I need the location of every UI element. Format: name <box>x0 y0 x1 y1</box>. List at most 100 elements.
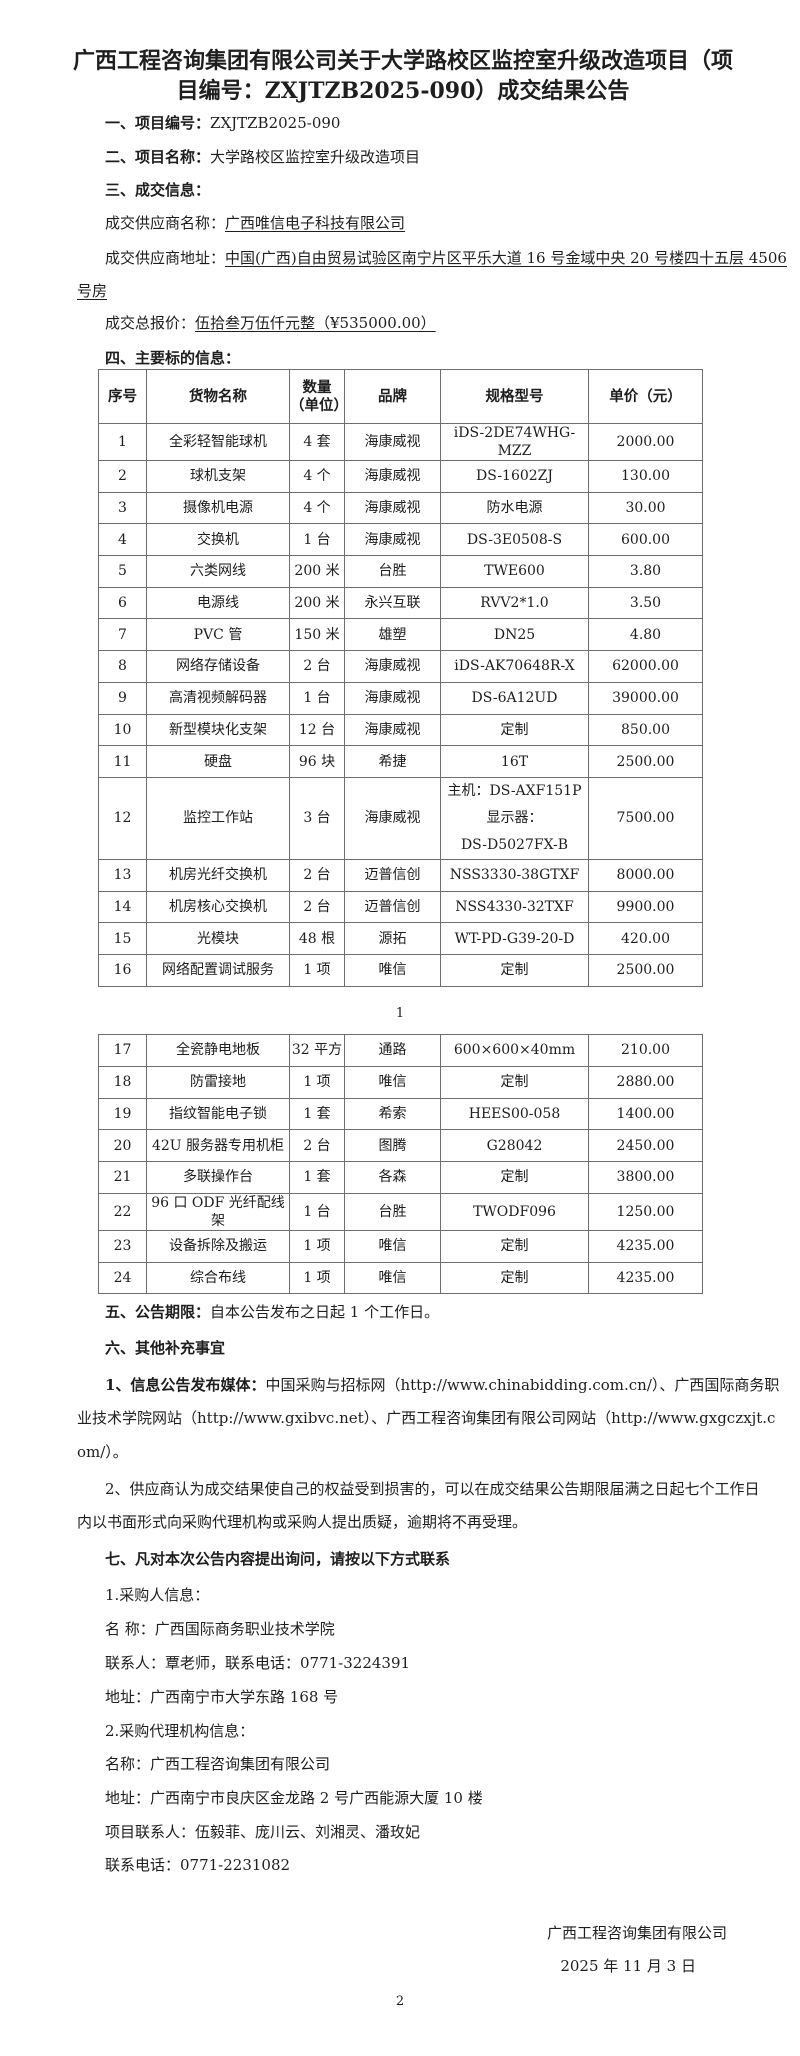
cell-brand: 海康威视 <box>344 776 441 860</box>
cell-no: 16 <box>98 953 147 987</box>
agency-name: 名称：广西工程咨询集团有限公司 <box>105 1755 331 1773</box>
cell-spec: iDS-2DE74WHG-MZZ <box>440 423 589 461</box>
label: 一、项目编号： <box>105 114 211 132</box>
table-row: 16 网络配置调试服务 1 项唯信 定制 2500.00 <box>98 953 703 987</box>
cell-spec: HEES00-058 <box>440 1097 589 1131</box>
cell-no: 21 <box>98 1161 147 1194</box>
spec-line: 主机：DS-AXF151P <box>447 782 582 799</box>
header-price: 单价（元） <box>588 369 703 424</box>
cell-no: 17 <box>98 1034 147 1067</box>
table-row: 9 高清视频解码器 1 台海康威视 DS-6A12UD 39000.00 <box>98 681 703 715</box>
cell-no: 15 <box>98 922 147 955</box>
complaint-line1: 2、供应商认为成交结果使自己的权益受到损害的，可以在成交结果公告期限届满之日起七… <box>105 1480 760 1498</box>
media-line1: 1、信息公告发布媒体：中国采购与招标网（http://www.chinabidd… <box>105 1375 779 1395</box>
cell-name: PVC 管 <box>146 618 290 652</box>
project-number: 一、项目编号：ZXJTZB2025-090 <box>105 113 340 133</box>
table-row: 6 电源线 200 米永兴互联 RVV2*1.0 3.50 <box>98 586 703 620</box>
cell-name: 高清视频解码器 <box>146 681 290 715</box>
cell-brand: 雄塑 <box>344 618 441 652</box>
cell-qty: 1 项 <box>289 953 345 987</box>
header-brand: 品牌 <box>344 369 441 424</box>
signature-date: 2025 年 11 月 3 日 <box>560 1957 696 1975</box>
cell-name: 交换机 <box>146 523 290 557</box>
cell-price: 2500.00 <box>588 745 703 778</box>
cell-name: 球机支架 <box>146 460 290 493</box>
cell-no: 11 <box>98 745 147 778</box>
agency-phone: 联系电话：0771-2231082 <box>105 1856 291 1874</box>
cell-spec: WT-PD-G39-20-D <box>440 922 589 955</box>
cell-name: 新型模块化支架 <box>146 713 290 747</box>
label: 成交总报价： <box>105 314 196 332</box>
page-title: 广西工程咨询集团有限公司关于大学路校区监控室升级改造项目（项目编号：ZXJTZB… <box>72 48 733 104</box>
header-name: 货物名称 <box>146 369 290 424</box>
cell-price: 600.00 <box>588 523 703 557</box>
label: 成交供应商名称： <box>105 214 226 232</box>
cell-no: 22 <box>98 1192 147 1231</box>
total-price: 成交总报价：伍拾叁万伍仟元整（¥535000.00） <box>105 313 436 333</box>
table-row: 10 新型模块化支架 12 台海康威视 定制 850.00 <box>98 713 703 747</box>
value: 中国(广西)自由贸易试验区南宁片区平乐大道 16 号金域中央 20 号楼四十五层… <box>225 249 787 267</box>
cell-price: 130.00 <box>588 460 703 493</box>
cell-spec: NSS4330-32TXF <box>440 890 589 924</box>
cell-spec: NSS3330-38GTXF <box>440 858 589 892</box>
cell-price: 1250.00 <box>588 1192 703 1231</box>
cell-price: 2450.00 <box>588 1129 703 1162</box>
cell-qty: 2 台 <box>289 858 345 892</box>
table-row: 5 六类网线 200 米台胜 TWE600 3.80 <box>98 555 703 588</box>
table-row: 8 网络存储设备 2 台海康威视 iDS-AK70648R-X 62000.00 <box>98 650 703 683</box>
spec-line: 显示器： <box>486 809 543 826</box>
cell-name: 电源线 <box>146 586 290 620</box>
table-row: 12 监控工作站 3 台海康威视 主机：DS-AXF151P 显示器： DS-D5027F… <box>98 776 703 860</box>
value: 伍拾叁万伍仟元整（¥535000.00） <box>195 314 436 332</box>
cell-brand: 唯信 <box>344 1261 441 1295</box>
buyer-name: 名 称：广西国际商务职业技术学院 <box>105 1620 335 1638</box>
cell-spec: 定制 <box>440 713 589 747</box>
table-row: 7 PVC 管 150 米雄塑 DN25 4.80 <box>98 618 703 652</box>
cell-no: 5 <box>98 555 147 588</box>
project-name: 二、项目名称：大学路校区监控室升级改造项目 <box>105 147 420 167</box>
cell-no: 2 <box>98 460 147 493</box>
cell-qty: 150 米 <box>289 618 345 652</box>
cell-price: 30.00 <box>588 491 703 525</box>
cell-brand: 通路 <box>344 1034 441 1067</box>
cell-name: 网络存储设备 <box>146 650 290 683</box>
cell-spec: DS-6A12UD <box>440 681 589 715</box>
cell-price: 2000.00 <box>588 423 703 461</box>
value: ZXJTZB2025-090 <box>210 114 341 132</box>
cell-name: 全瓷静电地板 <box>146 1034 290 1067</box>
cell-name: 网络配置调试服务 <box>146 953 290 987</box>
cell-name: 全彩轻智能球机 <box>146 423 290 461</box>
cell-qty: 200 米 <box>289 555 345 588</box>
table-row: 2 球机支架 4 个海康威视 DS-1602ZJ 130.00 <box>98 460 703 493</box>
cell-qty: 3 台 <box>289 776 345 860</box>
cell-name: 光模块 <box>146 922 290 955</box>
cell-price: 850.00 <box>588 713 703 747</box>
table-row: 20 42U 服务器专用机柜 2 台图腾 G28042 2450.00 <box>98 1129 703 1162</box>
table-row: 21 多联操作台 1 套各森 定制 3800.00 <box>98 1161 703 1194</box>
cell-qty: 4 套 <box>289 423 345 461</box>
buyer-contact: 联系人：覃老师，联系电话：0771-3224391 <box>105 1654 411 1672</box>
label: 五、公告期限： <box>105 1303 211 1321</box>
cell-price: 3.80 <box>588 555 703 588</box>
table-row: 11 硬盘 96 块希捷 16T 2500.00 <box>98 745 703 778</box>
cell-qty: 1 台 <box>289 681 345 715</box>
cell-spec: 16T <box>440 745 589 778</box>
cell-name: 96 口 ODF 光纤配线架 <box>146 1192 290 1231</box>
media-line2: 业技术学院网站（http://www.gxibvc.net）、广西工程咨询集团有… <box>77 1409 776 1427</box>
cell-brand: 图腾 <box>344 1129 441 1162</box>
table-row: 13 机房光纤交换机 2 台迈普信创 NSS3330-38GTXF 8000.00 <box>98 858 703 892</box>
section-other: 六、其他补充事宜 <box>105 1339 226 1357</box>
cell-price: 3800.00 <box>588 1161 703 1194</box>
table-row: 22 96 口 ODF 光纤配线架 1 台台胜 TWODF096 1250.00 <box>98 1192 703 1231</box>
cell-brand: 台胜 <box>344 1192 441 1231</box>
cell-no: 13 <box>98 858 147 892</box>
cell-brand: 源拓 <box>344 922 441 955</box>
announcement-period: 五、公告期限：自本公告发布之日起 1 个工作日。 <box>105 1302 439 1322</box>
cell-name: 机房光纤交换机 <box>146 858 290 892</box>
cell-brand: 海康威视 <box>344 713 441 747</box>
media-line3: om/）。 <box>77 1443 128 1461</box>
cell-qty: 1 项 <box>289 1229 345 1263</box>
cell-brand: 海康威视 <box>344 650 441 683</box>
table-row: 23 设备拆除及搬运 1 项唯信 定制 4235.00 <box>98 1229 703 1263</box>
cell-no: 10 <box>98 713 147 747</box>
